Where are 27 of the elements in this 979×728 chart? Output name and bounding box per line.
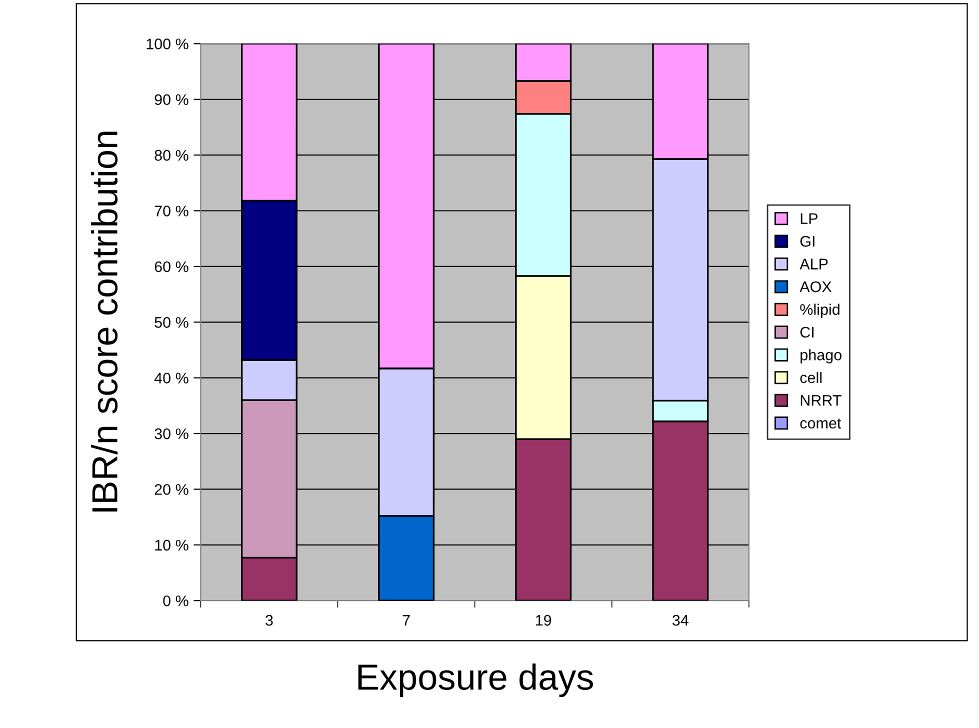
y-tick-label: 90 % bbox=[154, 94, 188, 106]
y-tick-label: 80 % bbox=[154, 150, 188, 161]
legend-label: phago bbox=[800, 349, 842, 364]
x-tick-label: 3 bbox=[266, 614, 273, 626]
legend-label: NRRT bbox=[800, 395, 842, 406]
y-tick-label: 10 % bbox=[155, 540, 188, 551]
y-tick-label: 0 % bbox=[163, 595, 188, 606]
legend-label: CI bbox=[800, 326, 814, 338]
y-tick-label: 40 % bbox=[154, 372, 188, 384]
legend-label: ALP bbox=[800, 258, 828, 270]
y-tick-label: 20 % bbox=[154, 484, 188, 495]
x-axis-title: Exposure days bbox=[358, 663, 593, 698]
x-tick-label: 7 bbox=[402, 615, 410, 626]
legend-label: cell bbox=[800, 372, 822, 384]
y-tick-label: 30 % bbox=[154, 428, 188, 440]
y-tick-label: 100 % bbox=[146, 38, 188, 50]
legend-label: AOX bbox=[800, 281, 832, 292]
legend-label: %lipid bbox=[800, 304, 840, 318]
y-tick-label: 70 % bbox=[154, 206, 188, 216]
y-tick-label: 60 % bbox=[154, 261, 188, 272]
legend-label: LP bbox=[800, 213, 818, 224]
x-tick-label: 34 bbox=[672, 614, 688, 626]
y-tick-label: 50 % bbox=[154, 317, 188, 328]
legend-label: GI bbox=[800, 236, 814, 247]
y-axis-title: IBR/n score contribution bbox=[91, 132, 118, 512]
legend-label: comet bbox=[800, 418, 842, 429]
x-tick-label: 19 bbox=[536, 614, 552, 626]
